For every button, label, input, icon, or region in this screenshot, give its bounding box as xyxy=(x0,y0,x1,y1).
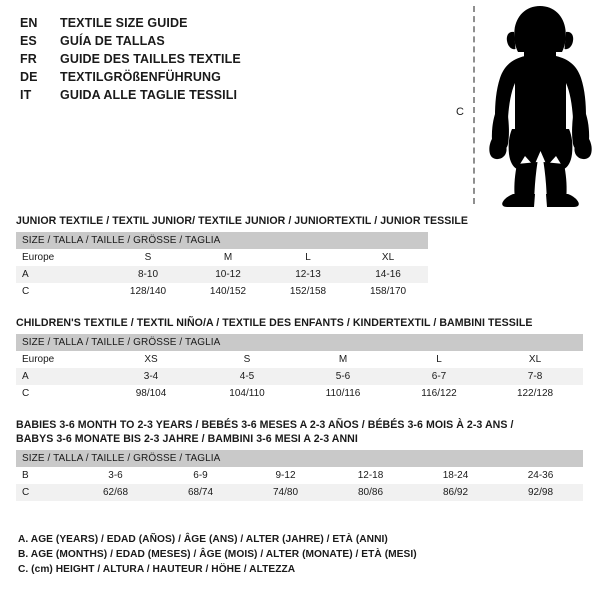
table-cell: 152/158 xyxy=(289,286,327,297)
child-silhouette-icon xyxy=(489,6,592,207)
section-title-line2: BABYS 3-6 MONATE BIS 2-3 JAHRE / BAMBINI… xyxy=(16,433,358,445)
table-cell: L xyxy=(436,354,442,365)
table-row: C 128/140 140/152 152/158 158/170 xyxy=(16,283,429,300)
row-label: B xyxy=(22,470,29,481)
band-label: SIZE / TALLA / TAILLE / GRÖSSE / TAGLIA xyxy=(22,337,221,348)
table-cell: 10-12 xyxy=(215,269,241,280)
table-cell: XL xyxy=(381,252,395,263)
language-title-list: EN TEXTILE SIZE GUIDE ES GUÍA DE TALLAS … xyxy=(20,14,320,104)
table-cell: 128/140 xyxy=(129,286,167,297)
legend-block: A. AGE (YEARS) / EDAD (AÑOS) / ÂGE (ANS)… xyxy=(18,532,578,577)
language-code: EN xyxy=(20,16,38,30)
table-cell: M xyxy=(223,252,233,263)
table-cell: 18-24 xyxy=(442,470,469,481)
language-title: TEXTILGRÖßENFÜHRUNG xyxy=(60,70,221,84)
language-row: IT GUIDA ALLE TAGLIE TESSILI xyxy=(20,86,320,104)
table-cell: 92/98 xyxy=(527,487,554,498)
row-label: Europe xyxy=(22,354,55,365)
table-cell: 110/116 xyxy=(325,388,361,399)
table-cell: S xyxy=(144,252,152,263)
header-area: EN TEXTILE SIZE GUIDE ES GUÍA DE TALLAS … xyxy=(0,0,600,208)
table-cell: L xyxy=(305,252,311,263)
language-title: TEXTILE SIZE GUIDE xyxy=(60,16,188,30)
section-title: CHILDREN'S TEXTILE / TEXTIL NIÑO/A / TEX… xyxy=(16,317,533,329)
legend-row-b: B. AGE (MONTHS) / EDAD (MESES) / ÂGE (MO… xyxy=(18,549,417,560)
section-title-line1: BABIES 3-6 MONTH TO 2-3 YEARS / BEBÉS 3-… xyxy=(16,419,514,431)
legend-row-a: A. AGE (YEARS) / EDAD (AÑOS) / ÂGE (ANS)… xyxy=(18,534,388,545)
row-label: A xyxy=(22,269,29,280)
table-row: C 98/104 104/110 110/116 116/122 122/128 xyxy=(16,385,584,402)
table-cell: 86/92 xyxy=(442,487,469,498)
table-cell: 4-5 xyxy=(239,371,255,382)
table-row: Europe S M L XL xyxy=(16,249,429,266)
table-cell: 24-36 xyxy=(527,470,554,481)
table-cell: 140/152 xyxy=(209,286,247,297)
table-row: A 3-4 4-5 5-6 6-7 7-8 xyxy=(16,368,584,385)
language-code: DE xyxy=(20,70,38,84)
language-row: FR GUIDE DES TAILLES TEXTILE xyxy=(20,50,320,68)
language-row: ES GUÍA DE TALLAS xyxy=(20,32,320,50)
table-cell: 122/128 xyxy=(516,388,554,399)
row-label: A xyxy=(22,371,29,382)
table-cell: 12-13 xyxy=(295,269,321,280)
table-row: Europe XS S M L XL xyxy=(16,351,584,368)
section-junior-textile: JUNIOR TEXTILE / TEXTIL JUNIOR/ TEXTILE … xyxy=(16,214,468,300)
table-cell: 8-10 xyxy=(137,269,158,280)
measurement-figure: C xyxy=(440,2,600,208)
table-cell: 74/80 xyxy=(272,487,299,498)
table-cell: XL xyxy=(528,354,542,365)
row-label: C xyxy=(22,487,30,498)
language-title: GUIDA ALLE TAGLIE TESSILI xyxy=(60,88,238,102)
table-row: C 62/68 68/74 74/80 80/86 86/92 92/98 xyxy=(16,484,583,501)
table-cell: 6-9 xyxy=(193,470,208,481)
table-cell: 9-12 xyxy=(275,470,296,481)
table-cell: XS xyxy=(144,354,158,365)
table-band-header: SIZE / TALLA / TAILLE / GRÖSSE / TAGLIA xyxy=(16,232,429,249)
table-cell: 6-7 xyxy=(431,371,447,382)
table-cell: 116/122 xyxy=(421,388,457,399)
table-cell: 12-18 xyxy=(357,470,384,481)
table-band-header: SIZE / TALLA / TAILLE / GRÖSSE / TAGLIA xyxy=(16,450,583,467)
table-cell: 3-6 xyxy=(108,470,123,481)
section-title: JUNIOR TEXTILE / TEXTIL JUNIOR/ TEXTILE … xyxy=(16,215,469,227)
section-babies-textile: BABIES 3-6 MONTH TO 2-3 YEARS / BEBÉS 3-… xyxy=(16,418,583,501)
table-cell: M xyxy=(338,354,348,365)
table-cell: 68/74 xyxy=(187,487,214,498)
table-cell: 80/86 xyxy=(357,487,384,498)
table-row: A 8-10 10-12 12-13 14-16 xyxy=(16,266,429,283)
children-size-table: SIZE / TALLA / TAILLE / GRÖSSE / TAGLIA … xyxy=(16,334,584,402)
band-label: SIZE / TALLA / TAILLE / GRÖSSE / TAGLIA xyxy=(22,453,221,464)
table-cell: 104/110 xyxy=(229,388,265,399)
table-cell: 62/68 xyxy=(102,487,129,498)
language-row: EN TEXTILE SIZE GUIDE xyxy=(20,14,320,32)
row-label: C xyxy=(22,388,30,399)
junior-size-table: SIZE / TALLA / TAILLE / GRÖSSE / TAGLIA … xyxy=(16,232,429,300)
babies-size-table: SIZE / TALLA / TAILLE / GRÖSSE / TAGLIA … xyxy=(16,450,583,501)
language-title: GUÍA DE TALLAS xyxy=(60,34,165,48)
section-children-textile: CHILDREN'S TEXTILE / TEXTIL NIÑO/A / TEX… xyxy=(16,316,584,402)
table-cell: 98/104 xyxy=(135,388,167,399)
language-code: ES xyxy=(20,34,37,48)
language-row: DE TEXTILGRÖßENFÜHRUNG xyxy=(20,68,320,86)
table-cell: 158/170 xyxy=(369,286,407,297)
language-title: GUIDE DES TAILLES TEXTILE xyxy=(60,52,241,66)
table-band-header: SIZE / TALLA / TAILLE / GRÖSSE / TAGLIA xyxy=(16,334,584,351)
row-label: Europe xyxy=(22,252,55,263)
table-row: B 3-6 6-9 9-12 12-18 18-24 24-36 xyxy=(16,467,583,484)
height-dimension-label: C xyxy=(456,106,464,118)
height-reference-line xyxy=(473,6,475,204)
table-cell: 14-16 xyxy=(375,269,401,280)
language-code: FR xyxy=(20,52,37,66)
language-code: IT xyxy=(20,88,32,102)
table-cell: 7-8 xyxy=(527,371,543,382)
row-label: C xyxy=(22,286,30,297)
legend-row-c: C. (cm) HEIGHT / ALTURA / HAUTEUR / HÖHE… xyxy=(18,564,296,575)
table-cell: 3-4 xyxy=(143,371,159,382)
table-cell: 5-6 xyxy=(335,371,351,382)
table-cell: S xyxy=(243,354,251,365)
band-label: SIZE / TALLA / TAILLE / GRÖSSE / TAGLIA xyxy=(22,235,221,246)
